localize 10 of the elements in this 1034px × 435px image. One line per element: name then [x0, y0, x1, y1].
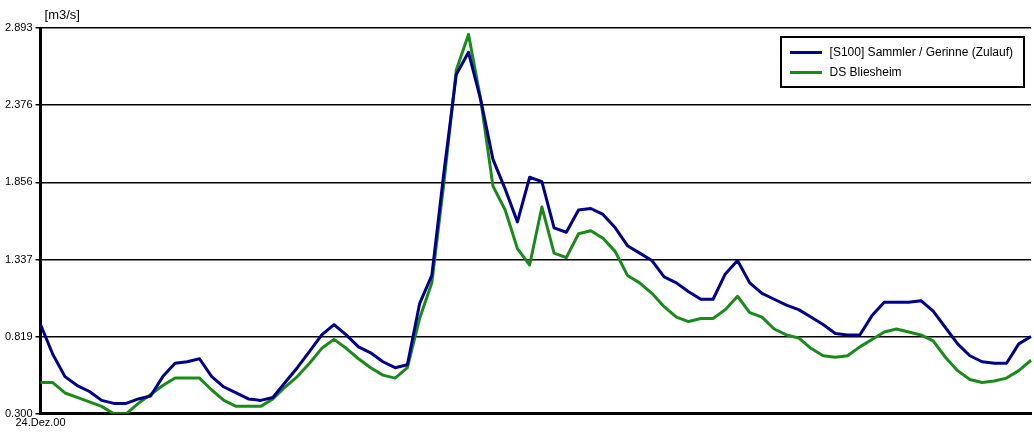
legend-label: [S100] Sammler / Gerinne (Zulauf): [829, 44, 1013, 61]
y-tick-label: 0.300: [5, 406, 33, 419]
y-tick-label: 1.337: [5, 252, 33, 265]
x-tick-label: 24.Dez.00: [15, 416, 66, 429]
y-tick-label: 1.856: [5, 175, 33, 188]
y-axis-title: [m3/s]: [44, 7, 80, 23]
legend-label: DS Bliesheim: [829, 64, 902, 81]
y-tick-label: 0.819: [5, 329, 33, 342]
y-tick-label: 2.376: [5, 97, 33, 110]
y-tick-label: 2.893: [5, 21, 33, 34]
